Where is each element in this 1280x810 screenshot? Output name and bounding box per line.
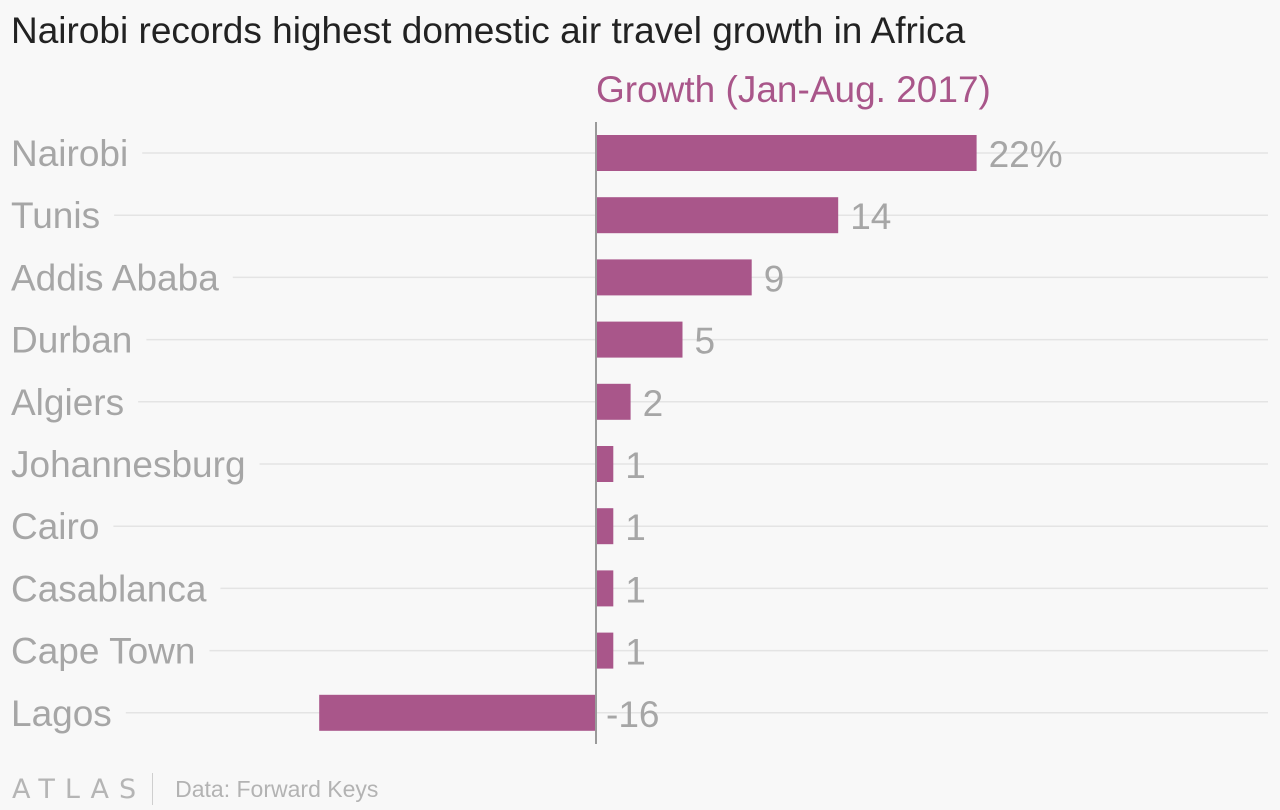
data-label: 1	[625, 632, 646, 673]
data-label: -16	[606, 694, 659, 735]
bars	[319, 135, 977, 731]
bar	[596, 570, 614, 607]
category-label: Tunis	[11, 195, 100, 236]
category-label: Durban	[11, 320, 132, 361]
bar	[596, 632, 614, 669]
bar	[596, 197, 839, 234]
category-label: Johannesburg	[11, 444, 246, 485]
category-label: Algiers	[11, 382, 124, 423]
data-label: 5	[695, 321, 716, 362]
data-label: 1	[625, 569, 646, 610]
bar	[596, 259, 752, 296]
data-label: 22%	[989, 134, 1063, 175]
gridlines	[113, 152, 1268, 714]
category-label: Nairobi	[11, 133, 128, 174]
chart-title: Nairobi records highest domestic air tra…	[11, 10, 966, 51]
category-label: Cape Town	[11, 631, 195, 672]
data-label: 1	[625, 507, 646, 548]
data-label: 1	[625, 445, 646, 486]
series-label: Growth (Jan-Aug. 2017)	[596, 69, 991, 110]
data-label: 14	[850, 196, 891, 237]
bar	[319, 694, 596, 731]
footer-divider	[152, 773, 154, 805]
bar	[596, 446, 614, 482]
atlas-logo: ATLAS	[12, 773, 147, 805]
bar	[596, 383, 631, 420]
category-label: Lagos	[11, 693, 112, 734]
bar	[596, 135, 977, 171]
footer: ATLAS Data: Forward Keys	[12, 772, 378, 806]
category-label: Addis Ababa	[11, 257, 219, 298]
labels: Nairobi 22% Tunis 14 Addis Ababa 9 Durban 5 Algi…	[11, 133, 1063, 735]
category-label: Casablanca	[11, 568, 207, 609]
bar	[596, 508, 614, 545]
category-label: Cairo	[11, 506, 99, 547]
source-note: Data: Forward Keys	[175, 775, 379, 802]
data-label: 2	[643, 383, 664, 424]
bar	[596, 321, 683, 358]
data-label: 9	[764, 258, 785, 299]
